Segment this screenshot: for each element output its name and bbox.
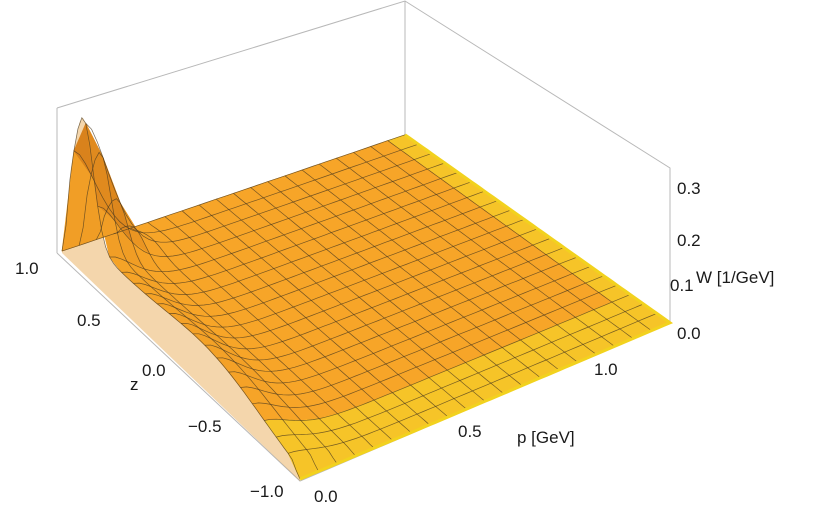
- mesh-line: [97, 162, 445, 257]
- mesh-line: [240, 275, 604, 396]
- x-axis-ticks: 0.0 0.5 1.0: [314, 360, 618, 506]
- mesh-line: [73, 143, 419, 234]
- x-tick-label: 0.5: [458, 422, 482, 441]
- mesh-line: [228, 266, 591, 384]
- mesh-line: [109, 172, 459, 273]
- mesh-line: [133, 190, 485, 295]
- z-axis-label: W [1/GeV]: [696, 268, 774, 287]
- surface-rim: [299, 133, 674, 481]
- z-tick-label: 0.3: [677, 179, 701, 198]
- mesh-line: [252, 284, 618, 408]
- mesh-line: [276, 303, 644, 438]
- mesh-line: [61, 134, 406, 252]
- y-axis-label: z: [130, 375, 139, 394]
- mesh-line: [145, 200, 498, 306]
- y-tick-label: 0.0: [142, 361, 166, 380]
- mesh-line: [192, 237, 551, 350]
- mesh-line: [157, 209, 512, 317]
- x-axis-label: p [GeV]: [517, 428, 575, 447]
- surface-side-wall: [62, 117, 300, 481]
- mesh-line: [169, 219, 525, 328]
- z-tick-label: 0.2: [677, 231, 701, 250]
- y-tick-label: −0.5: [188, 417, 222, 436]
- z-tick-label: 0.1: [670, 276, 694, 295]
- y-axis-ticks: 1.0 0.5 0.0 −0.5 −1.0: [15, 259, 284, 501]
- mesh-line: [264, 294, 631, 421]
- x-tick-label: 0.0: [314, 487, 338, 506]
- z-axis-ticks: 0.0 0.1 0.2 0.3: [670, 179, 701, 343]
- y-tick-label: −1.0: [250, 482, 284, 501]
- z-tick-label: 0.0: [677, 324, 701, 343]
- surface: [61, 116, 674, 481]
- mesh-line: [216, 256, 578, 372]
- mesh-line: [288, 313, 657, 454]
- mesh-line: [180, 228, 538, 339]
- mesh-line: [204, 247, 565, 361]
- mesh-line: [121, 181, 472, 284]
- y-tick-label: 1.0: [15, 259, 39, 278]
- x-tick-label: 1.0: [594, 360, 618, 379]
- y-tick-label: 0.5: [77, 311, 101, 330]
- mesh-line: [85, 123, 432, 243]
